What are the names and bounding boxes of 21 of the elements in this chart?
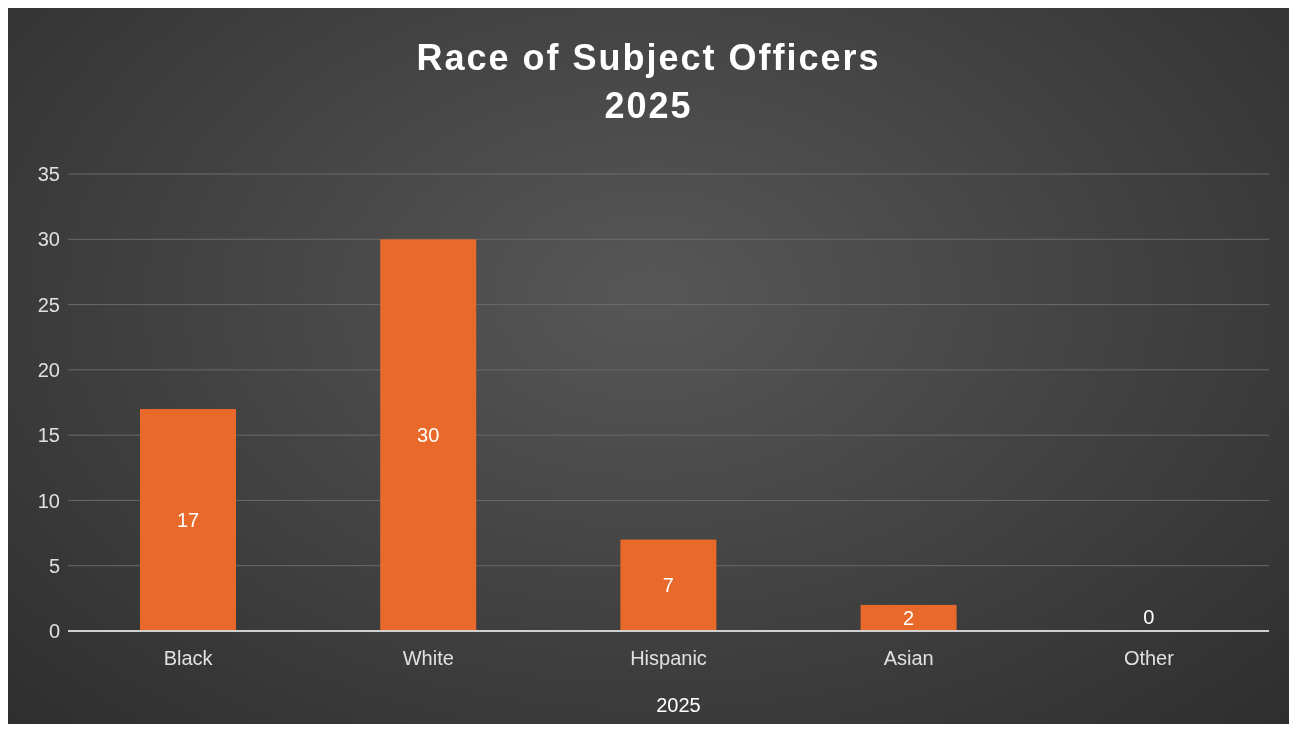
chart-subtitle: 2025 xyxy=(603,84,694,128)
x-tick-label: Asian xyxy=(883,647,934,670)
y-tick-label: 20 xyxy=(37,358,60,381)
chart-title: Race of Subject Officers xyxy=(415,36,882,80)
x-tick-label: Black xyxy=(163,647,214,670)
x-tick-label: Hispanic xyxy=(630,647,707,670)
data-label: 0 xyxy=(1143,606,1155,628)
y-tick-label: 25 xyxy=(37,293,60,316)
y-tick-label: 30 xyxy=(37,228,60,251)
data-label: 2 xyxy=(903,606,915,629)
data-label: 17 xyxy=(176,509,200,532)
y-tick-label: 10 xyxy=(37,489,60,512)
y-tick-label: 35 xyxy=(37,163,60,186)
data-label: 30 xyxy=(417,424,440,447)
x-axis-title: 2025 xyxy=(655,693,702,718)
x-tick-label: White xyxy=(402,647,454,670)
x-tick-label: Other xyxy=(1123,647,1175,670)
y-tick-label: 0 xyxy=(48,620,60,643)
y-tick-label: 15 xyxy=(37,424,60,447)
data-label: 7 xyxy=(662,574,674,597)
y-tick-label: 5 xyxy=(48,554,60,577)
